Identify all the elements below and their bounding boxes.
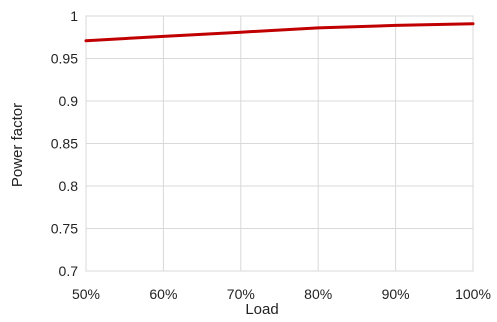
x-tick-label: 80% bbox=[304, 286, 332, 302]
y-tick-label: 0.75 bbox=[51, 221, 78, 237]
y-tick-label: 0.7 bbox=[59, 263, 79, 279]
x-tick-label: 90% bbox=[382, 286, 410, 302]
grid-lines bbox=[85, 15, 474, 272]
y-tick-label: 1 bbox=[70, 8, 78, 24]
x-tick-label: 100% bbox=[455, 286, 491, 302]
series-layer bbox=[84, 22, 475, 43]
x-axis-label: Load bbox=[245, 301, 278, 318]
series-line bbox=[84, 22, 475, 43]
x-tick-label: 60% bbox=[149, 286, 177, 302]
x-tick-label: 50% bbox=[72, 286, 100, 302]
y-tick-label: 0.8 bbox=[59, 178, 79, 194]
y-tick-labels: 0.7 0.75 0.8 0.85 0.9 0.95 1 bbox=[51, 8, 78, 279]
y-tick-label: 0.85 bbox=[51, 136, 78, 152]
y-tick-label: 0.9 bbox=[59, 93, 79, 109]
y-tick-label: 0.95 bbox=[51, 51, 78, 67]
x-tick-label: 70% bbox=[227, 286, 255, 302]
x-tick-labels: 50% 60% 70% 80% 90% 100% bbox=[72, 286, 491, 302]
y-axis-label: Power factor bbox=[9, 103, 26, 187]
